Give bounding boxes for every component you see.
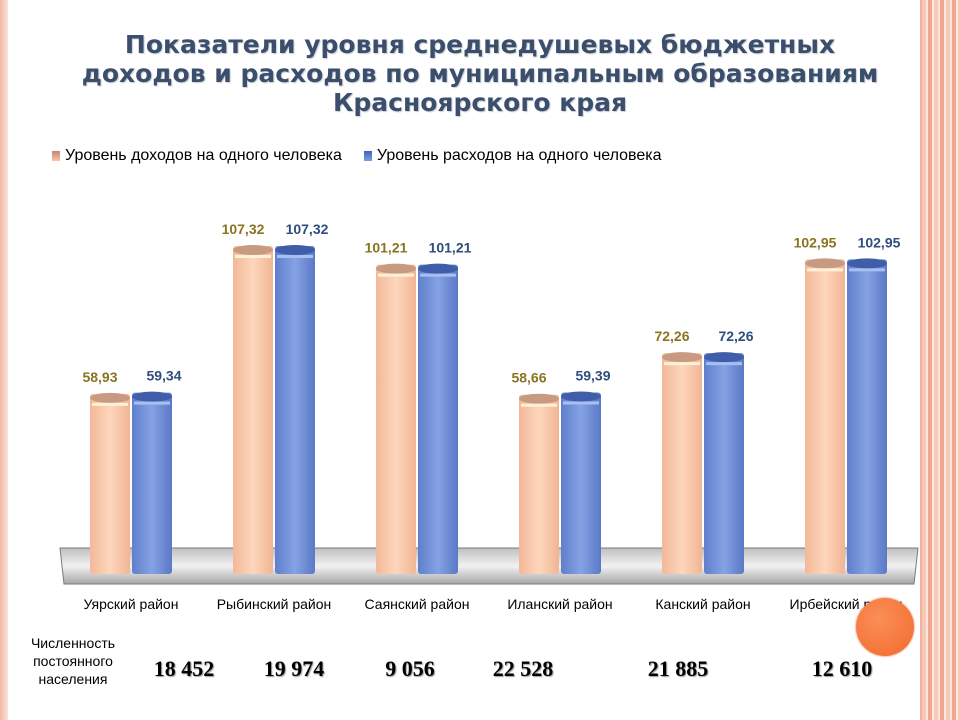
expense-bar-highlight-3 (420, 273, 456, 277)
expense-bar-highlight-5 (706, 362, 742, 366)
population-value-4: 22 528 (492, 656, 554, 681)
expense-bar-highlight-2 (277, 255, 313, 258)
income-bar-highlight-5 (664, 362, 700, 366)
expense-value-label-3: 101,21 (429, 240, 472, 256)
income-bar-6 (805, 259, 845, 574)
income-bar-top-6 (805, 258, 845, 269)
income-value-label-2: 107,32 (222, 221, 265, 237)
income-value-label-4: 58,66 (511, 370, 546, 386)
expense-value-label-4: 59,39 (575, 367, 610, 383)
income-value-label-1: 58,93 (82, 369, 117, 385)
page-title: Показатели уровня среднедушевых бюджетны… (81, 30, 879, 117)
population-row-label: Численность постоянного населения (30, 635, 116, 687)
income-bar-top-2 (233, 245, 273, 255)
category-label-4: Иланский район (507, 596, 612, 612)
expense-bar-top-1 (132, 391, 172, 402)
income-bar-top-5 (662, 352, 702, 363)
income-value-label-3: 101,21 (365, 240, 408, 256)
income-value-label-6: 102,95 (794, 234, 837, 250)
category-label-5: Канский район (655, 596, 750, 612)
left-decorative-border (0, 0, 8, 720)
income-bar-5 (662, 353, 702, 574)
expense-bar-2 (275, 246, 315, 574)
income-bar-highlight-1 (92, 402, 128, 406)
income-bar-highlight-2 (235, 255, 271, 258)
legend-label-expense: Уровень расходов на одного человека (376, 147, 662, 164)
income-bar-4 (519, 394, 559, 574)
income-bar-top-3 (376, 263, 416, 274)
income-value-label-5: 72,26 (654, 328, 689, 344)
income-bar-highlight-3 (378, 273, 414, 277)
expense-bar-top-4 (561, 391, 601, 402)
income-bar-3 (376, 264, 416, 574)
legend-label-income: Уровень доходов на одного человека (65, 147, 342, 164)
population-value-1: 18 452 (153, 656, 215, 681)
right-divider-line (920, 0, 922, 720)
chart-legend: Уровень доходов на одного человека Урове… (52, 146, 684, 166)
category-label-1: Уярский район (84, 596, 179, 612)
legend-swatch-income (52, 151, 60, 161)
expense-bar-highlight-4 (563, 401, 599, 405)
category-label-3: Саянский район (365, 596, 470, 612)
expense-value-label-1: 59,34 (146, 368, 181, 384)
legend-swatch-expense (363, 151, 372, 161)
income-bar-highlight-6 (807, 268, 843, 272)
expense-bar-1 (132, 392, 172, 574)
expense-bar-3 (418, 264, 458, 574)
income-bar-1 (90, 393, 130, 574)
income-bar-top-1 (90, 392, 130, 403)
income-bar-2 (233, 246, 273, 574)
expense-bar-4 (561, 392, 601, 574)
expense-bar-6 (847, 259, 887, 574)
population-value-5: 21 885 (647, 656, 709, 681)
expense-value-label-6: 102,95 (858, 234, 901, 250)
category-label-2: Рыбинский район (217, 596, 332, 612)
right-decorative-border (922, 0, 960, 720)
expense-bar-highlight-1 (134, 401, 170, 405)
expense-value-label-5: 72,26 (718, 328, 753, 344)
expense-value-label-2: 107,32 (286, 221, 329, 237)
income-bar-top-4 (519, 393, 559, 404)
orange-circle-decoration (856, 598, 914, 656)
expense-bar-top-3 (418, 263, 458, 274)
legend-item-expense: Уровень расходов на одного человека (363, 147, 662, 165)
expense-bar-top-2 (275, 245, 315, 255)
chart-floor (59, 547, 919, 585)
expense-bar-5 (704, 353, 744, 574)
population-value-3: 9 056 (385, 656, 435, 681)
population-value-2: 19 974 (263, 656, 325, 681)
expense-bar-top-5 (704, 352, 744, 363)
population-value-6: 12 610 (811, 656, 873, 681)
income-bar-highlight-4 (521, 403, 557, 407)
expense-bar-top-6 (847, 258, 887, 269)
legend-item-income: Уровень доходов на одного человека (52, 147, 342, 165)
expense-bar-highlight-6 (849, 268, 885, 272)
